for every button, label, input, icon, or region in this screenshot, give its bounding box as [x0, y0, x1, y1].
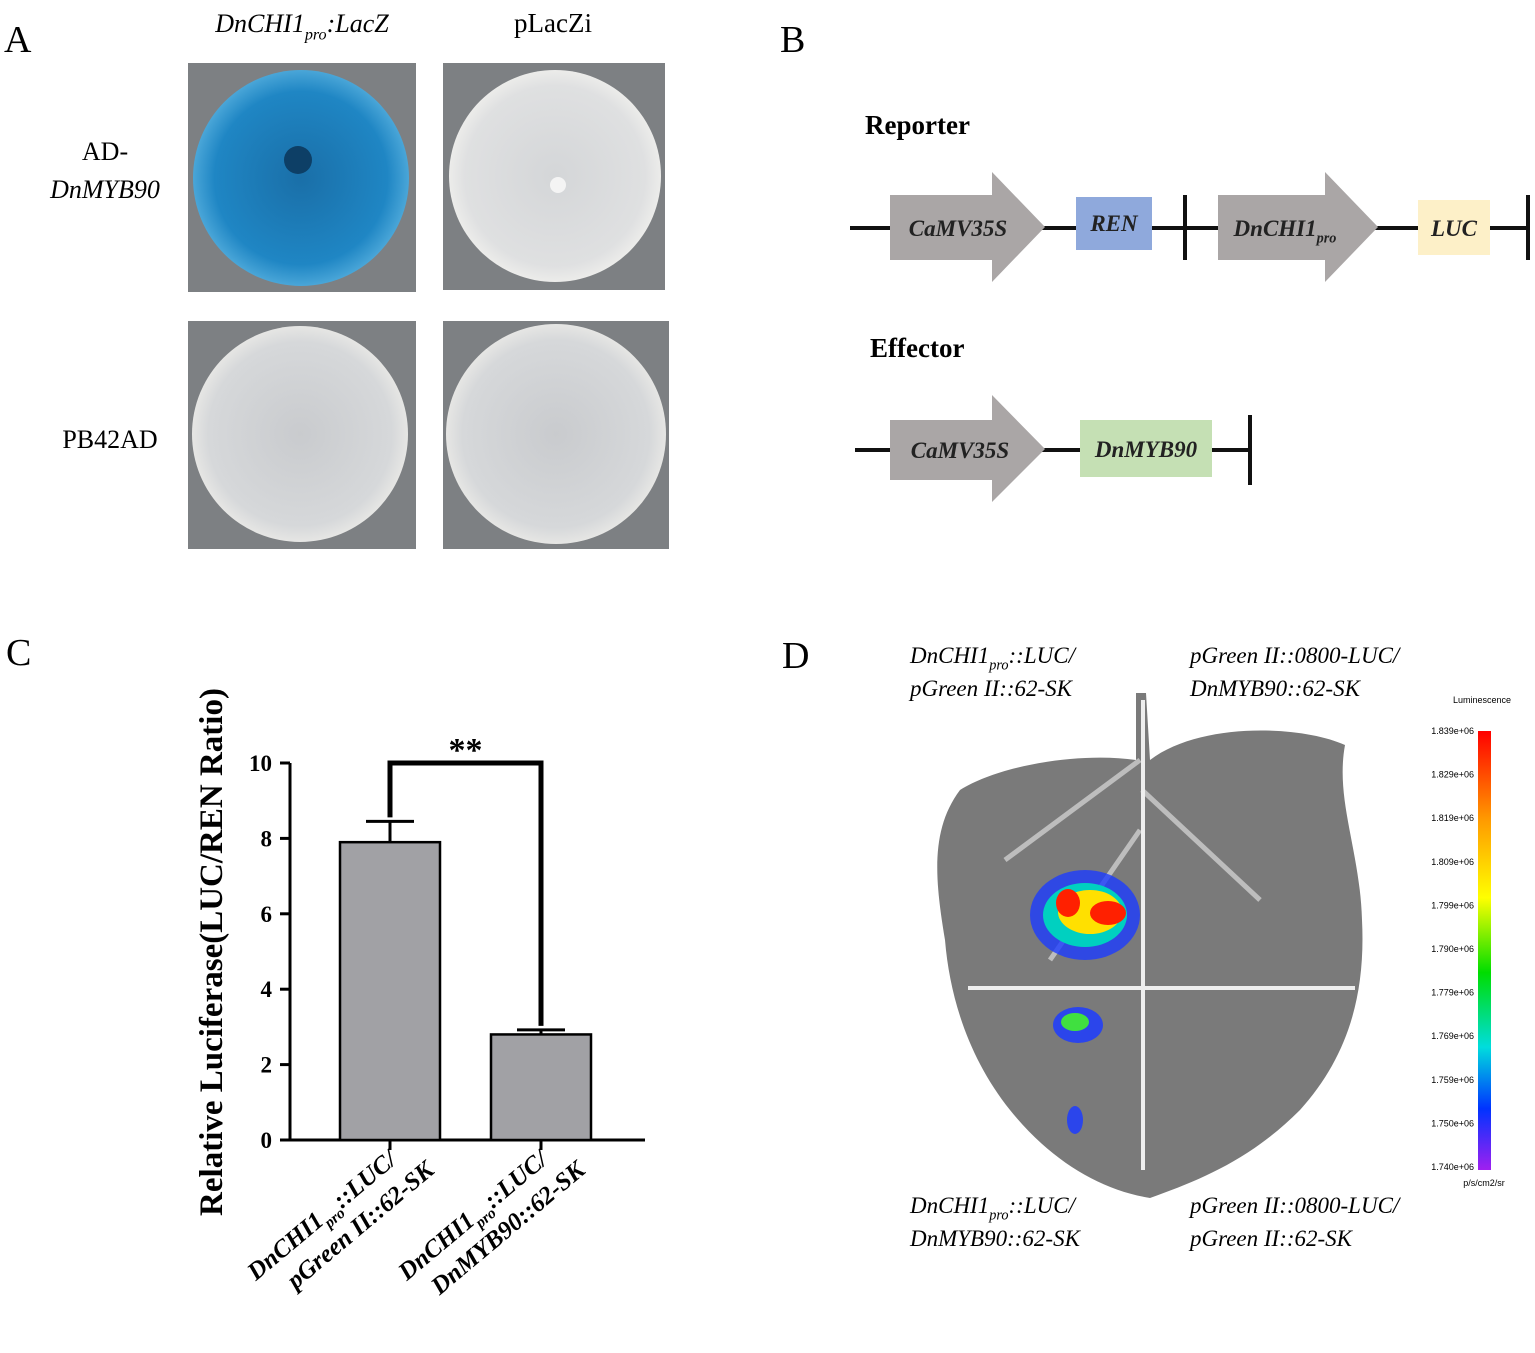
colorbar-tick-label: 1.799e+06: [1431, 900, 1474, 910]
subscript: pro: [988, 657, 1008, 673]
panel-label: A: [4, 19, 32, 61]
y-tick-label: 2: [261, 1053, 273, 1078]
colony-center: [550, 177, 566, 193]
promoter-label: DnCHI1pro: [1233, 216, 1337, 246]
subscript: pro: [988, 1207, 1008, 1223]
subscript: pro: [304, 26, 327, 43]
colony: [193, 70, 409, 286]
colorbar-tick-label: 1.769e+06: [1431, 1031, 1474, 1041]
colorbar-tick-label: 1.750e+06: [1431, 1118, 1474, 1128]
gene-box: [1076, 197, 1152, 250]
colony: [449, 70, 661, 282]
colorbar-tick-label: 1.839e+06: [1431, 726, 1474, 736]
signal: [1056, 889, 1080, 917]
significance-label: **: [449, 732, 483, 769]
panel-d-image: [937, 693, 1491, 1198]
construct-title: Reporter: [865, 110, 970, 140]
caption: DnCHI1pro::LUC/: [909, 643, 1078, 673]
leaf: [937, 693, 1363, 1198]
text-part: DnCHI1: [909, 1193, 989, 1218]
error-bar: [366, 819, 414, 843]
colorbar-tick-label: 1.790e+06: [1431, 944, 1474, 954]
caption: DnCHI1pro::LUC/: [909, 1193, 1078, 1223]
text-part: DnCHI1: [1233, 216, 1317, 241]
caption: pGreen II::62-SK: [1188, 1226, 1354, 1251]
colony: [192, 326, 408, 542]
caption: pGreen II::0800-LUC/: [1188, 643, 1402, 668]
bar: [338, 840, 442, 1142]
row-label: DnMYB90: [49, 175, 160, 204]
colorbar-title: Luminescence: [1453, 695, 1511, 705]
caption: DnMYB90::62-SK: [1189, 676, 1362, 701]
gene-box: [1418, 200, 1490, 255]
signal: [1090, 901, 1126, 925]
signal: [1067, 1106, 1083, 1134]
significance-bracket: [387, 760, 544, 1026]
y-tick-label: 10: [249, 751, 272, 776]
caption: DnMYB90::62-SK: [909, 1226, 1082, 1251]
gene-box: [1080, 420, 1212, 477]
column-header: DnCHI1pro:LacZ: [214, 9, 389, 43]
y-tick-label: 8: [261, 826, 273, 851]
panel-label: C: [6, 632, 31, 674]
gene-label: DnMYB90: [1094, 437, 1198, 462]
colorbar-tick-label: 1.740e+06: [1431, 1162, 1474, 1172]
colorbar-tick-label: 1.779e+06: [1431, 988, 1474, 998]
colony-center: [284, 146, 312, 174]
y-tick-label: 0: [261, 1128, 273, 1153]
caption: pGreen II::0800-LUC/: [1188, 1193, 1402, 1218]
panel-label: B: [780, 19, 805, 61]
subscript: pro: [1315, 230, 1337, 246]
colony: [446, 324, 666, 544]
colorbar-tick-label: 1.829e+06: [1431, 770, 1474, 780]
panel-b: [850, 172, 1530, 502]
text-part: :LacZ: [327, 9, 390, 38]
promoter-arrow: [1218, 172, 1378, 282]
panel-label: D: [782, 635, 809, 677]
text-part: DnCHI1: [214, 9, 305, 38]
promoter-arrow: [890, 395, 1045, 502]
y-tick-label: 4: [261, 977, 273, 1002]
panel-a: [188, 63, 669, 549]
y-tick-label: 6: [261, 902, 273, 927]
colorbar-tick-label: 1.819e+06: [1431, 813, 1474, 823]
row-label: PB42AD: [62, 425, 157, 454]
text-part: ::LUC/: [1009, 643, 1078, 668]
column-header: pLacZi: [514, 8, 592, 38]
colorbar: [1478, 731, 1491, 1170]
gene-label: REN: [1089, 211, 1139, 236]
colorbar-unit: p/s/cm2/sr: [1463, 1178, 1505, 1188]
colorbar-tick-label: 1.759e+06: [1431, 1075, 1474, 1085]
text-part: ::LUC/: [1009, 1193, 1078, 1218]
promoter-label: CaMV35S: [909, 216, 1007, 241]
promoter-arrow: [890, 172, 1045, 282]
y-axis-label: Relative Luciferase(LUC/REN Ratio): [194, 688, 230, 1216]
signal: [1061, 1013, 1089, 1031]
gene-label: LUC: [1430, 216, 1478, 241]
row-label: AD-: [82, 137, 128, 166]
construct-title: Effector: [870, 333, 964, 363]
promoter-label: CaMV35S: [911, 438, 1009, 463]
text-part: DnCHI1: [909, 643, 989, 668]
bar: [489, 1033, 593, 1142]
error-bar: [517, 1028, 565, 1035]
colorbar-tick-label: 1.809e+06: [1431, 857, 1474, 867]
caption: pGreen II::62-SK: [908, 676, 1074, 701]
